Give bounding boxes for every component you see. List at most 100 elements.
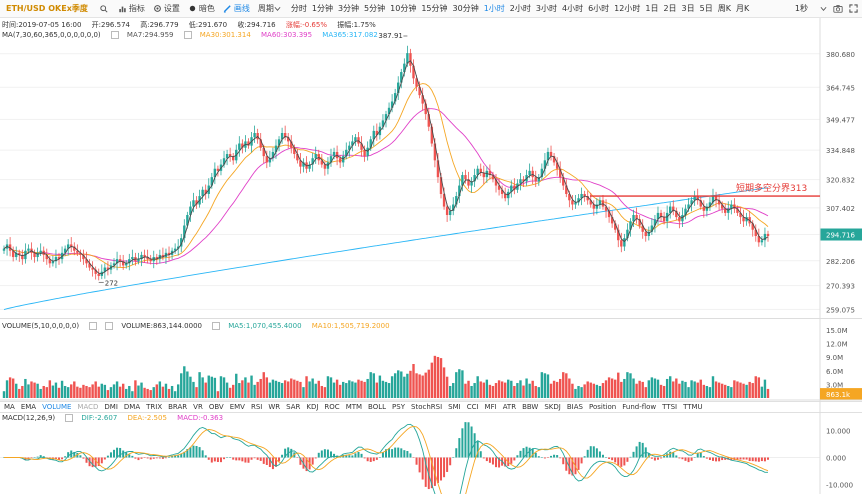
indicator-tab[interactable]: EMA [20, 403, 37, 411]
fullscreen-icon[interactable] [849, 4, 858, 13]
volume-bar [109, 387, 113, 398]
indicator-tab[interactable]: ROC [324, 403, 340, 411]
volume-checkbox[interactable] [105, 322, 114, 330]
macd-bar [103, 457, 106, 460]
indicator-tab[interactable]: RSI [250, 403, 263, 411]
candle-body [555, 162, 559, 169]
candle-body [467, 179, 470, 186]
indicator-tab[interactable]: BBW [522, 403, 539, 411]
period-option[interactable]: 6小时 [588, 4, 610, 13]
period-option[interactable]: 1日 [645, 4, 659, 13]
macd-bar [608, 457, 611, 459]
volume-bar [183, 366, 186, 398]
candle-body [73, 246, 76, 251]
indicator-tab[interactable]: TTSI [662, 403, 678, 411]
period-option[interactable]: 3小时 [535, 4, 557, 13]
period-option[interactable]: 1分钟 [311, 4, 333, 13]
volume-bar [439, 358, 443, 398]
indicator-tab[interactable]: CCI [466, 403, 479, 411]
candle-body [232, 156, 235, 161]
indicator-tab[interactable]: StochRSI [411, 403, 443, 411]
macd-bar [345, 454, 348, 458]
period-option[interactable]: 10分钟 [390, 4, 417, 13]
period-option[interactable]: 3日 [681, 4, 695, 13]
candle-body [470, 181, 473, 186]
period-option[interactable]: 12小时 [614, 4, 641, 13]
indicator-tab[interactable]: VOLUME [42, 403, 72, 411]
symbol-title[interactable]: ETH/USD OKEx季度 [6, 4, 88, 13]
macd-dea: DEA:-2.505 [127, 414, 167, 422]
period-option[interactable]: 1小时 [483, 4, 505, 13]
macd-bar [61, 457, 64, 460]
candle-body [445, 206, 449, 215]
indicator-tab[interactable]: Position [588, 403, 617, 411]
chevron-down-icon[interactable] [820, 6, 827, 12]
macd-bar [336, 455, 339, 458]
period-selector[interactable]: 周期 [258, 3, 283, 14]
volume-checkbox[interactable] [89, 322, 98, 330]
ma-checkbox[interactable] [110, 31, 119, 39]
settings-button[interactable]: 设置 [153, 3, 180, 14]
macd-bar [571, 457, 574, 476]
macd-bar [458, 438, 461, 458]
indicator-tab[interactable]: TTMU [683, 403, 703, 411]
macd-bar [119, 447, 122, 458]
volume-bar [70, 384, 73, 398]
period-option[interactable]: 3分钟 [337, 4, 360, 13]
indicator-tab[interactable]: MA [4, 403, 15, 411]
ohlc-amplitude: 振幅:1.75% [337, 21, 376, 29]
candle-body [228, 154, 232, 157]
period-option[interactable]: 分时 [290, 4, 307, 13]
macd-bar [568, 457, 571, 475]
indicator-tab[interactable]: VR [193, 403, 203, 411]
volume-bar [727, 385, 730, 398]
macd-checkbox[interactable] [65, 414, 74, 422]
indicator-tab[interactable]: DMI [104, 403, 118, 411]
indicator-tab[interactable]: SMI [448, 403, 461, 411]
ma-checkbox[interactable] [183, 31, 192, 39]
indicator-tab[interactable]: EMV [229, 403, 245, 411]
indicator-tab[interactable]: MTM [345, 403, 363, 411]
volume-bar [724, 384, 727, 398]
volume-bar [531, 380, 534, 398]
period-option[interactable]: 2小时 [509, 4, 531, 13]
volume-checkbox[interactable] [212, 322, 221, 330]
indicator-tab-bar: MA EMA VOLUME MACD DMI DMA TRIX BRAR VR OBV EMV RSI… [0, 401, 862, 413]
macd-bar [388, 448, 391, 458]
indicator-tab[interactable]: DMA [123, 403, 141, 411]
indicator-tab[interactable]: BIAS [566, 403, 583, 411]
period-option[interactable]: 15分钟 [421, 4, 448, 13]
period-option[interactable]: 30分钟 [452, 4, 479, 13]
indicator-tab[interactable]: MACD [77, 403, 99, 411]
candle-body [684, 208, 687, 215]
indicator-tab[interactable]: OBV [208, 403, 224, 411]
period-option[interactable]: 5日 [699, 4, 713, 13]
indicator-tab[interactable]: TRIX [146, 403, 163, 411]
indicator-tab[interactable]: BOLL [368, 403, 387, 411]
theme-button[interactable]: 暗色 [188, 3, 215, 14]
camera-icon[interactable] [833, 4, 843, 13]
macd-bar [718, 457, 721, 462]
indicator-tab[interactable]: ATR [502, 403, 517, 411]
period-option[interactable]: 4小时 [561, 4, 584, 13]
indicator-tab[interactable]: KDJ [306, 403, 319, 411]
indicator-tab[interactable]: SAR [286, 403, 301, 411]
candle-body [406, 53, 409, 64]
period-option[interactable]: 周K [717, 4, 731, 13]
macd-bar [164, 457, 167, 459]
indicator-tab[interactable]: WR [268, 403, 281, 411]
right-period[interactable]: 1秒 [794, 4, 808, 13]
indicator-tab[interactable]: MFI [484, 403, 497, 411]
period-option[interactable]: 2日 [663, 4, 677, 13]
search-button[interactable] [100, 4, 110, 13]
draw-button[interactable]: 画线 [223, 3, 250, 14]
indicator-tab[interactable]: BRAR [168, 403, 188, 411]
price-axis-label: 364.745 [826, 84, 855, 92]
indicator-tab[interactable]: PSY [392, 403, 405, 411]
period-option[interactable]: 月K [735, 4, 750, 13]
candle-body [672, 206, 675, 211]
indicator-tab[interactable]: SKDJ [544, 403, 561, 411]
indicator-tab[interactable]: Fund-flow [622, 403, 657, 411]
period-option[interactable]: 5分钟 [364, 4, 386, 13]
indicators-button[interactable]: 指标 [118, 3, 145, 14]
